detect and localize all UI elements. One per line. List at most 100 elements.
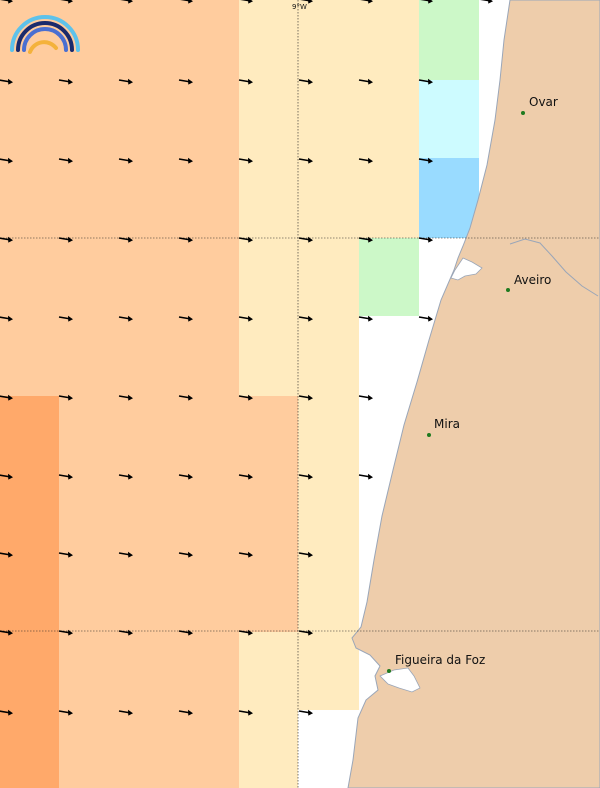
wave-arrow-head bbox=[428, 315, 433, 322]
wave-arrow-head bbox=[428, 0, 433, 4]
wave-arrow-head bbox=[188, 473, 193, 480]
city-label-mira: Mira bbox=[434, 417, 460, 431]
wave-arrow-head bbox=[128, 629, 133, 636]
wave-arrow-head bbox=[128, 473, 133, 480]
wave-arrow-head bbox=[428, 78, 433, 85]
cell-cream-foot bbox=[239, 632, 359, 710]
aveiro-lagoon bbox=[450, 257, 483, 281]
wave-arrow-head bbox=[188, 394, 193, 401]
wave-arrow-head bbox=[308, 0, 313, 4]
wave-arrow-head bbox=[248, 236, 253, 243]
wave-arrow-head bbox=[308, 157, 313, 164]
wave-arrow-head bbox=[308, 78, 313, 85]
wave-height-cells bbox=[0, 0, 479, 788]
cell-green-top bbox=[419, 0, 479, 80]
wave-arrow-head bbox=[128, 78, 133, 85]
wave-arrow-head bbox=[128, 394, 133, 401]
wave-arrow-head bbox=[308, 629, 313, 636]
wave-rainbow-logo-icon bbox=[10, 15, 80, 54]
wave-arrow-head bbox=[8, 236, 13, 243]
wave-arrow-head bbox=[188, 315, 193, 322]
wave-arrow-head bbox=[308, 236, 313, 243]
wave-arrow-head bbox=[8, 78, 13, 85]
wave-arrow-head bbox=[8, 551, 13, 558]
city-dot-mira bbox=[427, 433, 431, 437]
wave-arrow-head bbox=[68, 0, 73, 4]
wave-arrow-head bbox=[248, 709, 253, 716]
city-dot-figueira bbox=[387, 669, 391, 673]
wave-arrow-head bbox=[8, 394, 13, 401]
wave-arrow-head bbox=[8, 473, 13, 480]
wave-arrow-head bbox=[248, 629, 253, 636]
wave-arrow-head bbox=[8, 0, 13, 4]
cell-orange-dark bbox=[0, 396, 59, 788]
wave-arrow-head bbox=[308, 315, 313, 322]
cell-orange-light-bottom bbox=[59, 396, 298, 632]
city-label-figueira: Figueira da Foz bbox=[395, 653, 485, 667]
wave-arrow-head bbox=[308, 551, 313, 558]
wave-arrow-head bbox=[68, 551, 73, 558]
wave-arrow-head bbox=[368, 315, 373, 322]
cell-blue bbox=[419, 158, 479, 238]
wave-arrow-head bbox=[248, 78, 253, 85]
wave-arrow-head bbox=[8, 157, 13, 164]
wave-arrow-head bbox=[188, 551, 193, 558]
wave-arrow-head bbox=[128, 315, 133, 322]
wave-arrow-head bbox=[8, 709, 13, 716]
mondego-estuary bbox=[379, 667, 421, 693]
cell-cream-lower bbox=[298, 396, 359, 632]
wave-arrow-head bbox=[368, 236, 373, 243]
wave-arrow-head bbox=[488, 0, 493, 4]
wave-arrow-head bbox=[188, 0, 193, 4]
cell-cream-top bbox=[239, 0, 419, 238]
wave-arrow-head bbox=[68, 394, 73, 401]
vouga-river bbox=[509, 238, 599, 297]
wave-direction-arrows bbox=[0, 0, 493, 716]
city-dot-ovar bbox=[521, 111, 525, 115]
wave-arrow-head bbox=[308, 394, 313, 401]
cell-cream-foot-narrow bbox=[239, 710, 298, 788]
wave-arrow-head bbox=[128, 157, 133, 164]
wave-arrow-head bbox=[188, 78, 193, 85]
wave-arrow-head bbox=[188, 157, 193, 164]
wave-arrow-head bbox=[248, 473, 253, 480]
wave-arrow-head bbox=[248, 0, 253, 4]
wave-arrow-head bbox=[128, 236, 133, 243]
wave-arrow-head bbox=[68, 629, 73, 636]
wave-arrow-head bbox=[368, 0, 373, 4]
wave-arrow-head bbox=[248, 315, 253, 322]
wave-arrow-head bbox=[68, 473, 73, 480]
wave-arrow-head bbox=[308, 473, 313, 480]
cell-orange-light-foot bbox=[59, 632, 239, 788]
city-dot-aveiro bbox=[506, 288, 510, 292]
wave-arrow-head bbox=[188, 709, 193, 716]
city-label-aveiro: Aveiro bbox=[514, 273, 551, 287]
wave-arrow-head bbox=[68, 157, 73, 164]
cell-green-mid bbox=[359, 238, 419, 316]
wave-arrow-head bbox=[8, 629, 13, 636]
meridian-label: 9°W bbox=[292, 3, 307, 11]
wave-arrow-head bbox=[68, 315, 73, 322]
wave-arrow-head bbox=[128, 709, 133, 716]
wave-arrow-head bbox=[368, 473, 373, 480]
cell-orange-light-top bbox=[0, 0, 239, 396]
wave-arrow-head bbox=[128, 551, 133, 558]
wave-arrow-head bbox=[248, 394, 253, 401]
wave-arrow-head bbox=[8, 315, 13, 322]
wave-arrow-head bbox=[128, 0, 133, 4]
city-markers: Ovar Aveiro Mira Figueira da Foz bbox=[387, 95, 558, 673]
wave-arrow-head bbox=[188, 629, 193, 636]
cell-cyan bbox=[419, 80, 479, 158]
wave-arrow-head bbox=[428, 236, 433, 243]
wave-arrow-head bbox=[368, 78, 373, 85]
wave-arrow-head bbox=[368, 394, 373, 401]
wave-arrow-head bbox=[308, 709, 313, 716]
wave-arrow-head bbox=[368, 157, 373, 164]
wave-arrow-head bbox=[248, 551, 253, 558]
land-portugal bbox=[347, 0, 600, 788]
city-label-ovar: Ovar bbox=[529, 95, 558, 109]
wave-arrow-head bbox=[428, 157, 433, 164]
wave-arrow-head bbox=[68, 236, 73, 243]
wave-arrow-head bbox=[68, 78, 73, 85]
